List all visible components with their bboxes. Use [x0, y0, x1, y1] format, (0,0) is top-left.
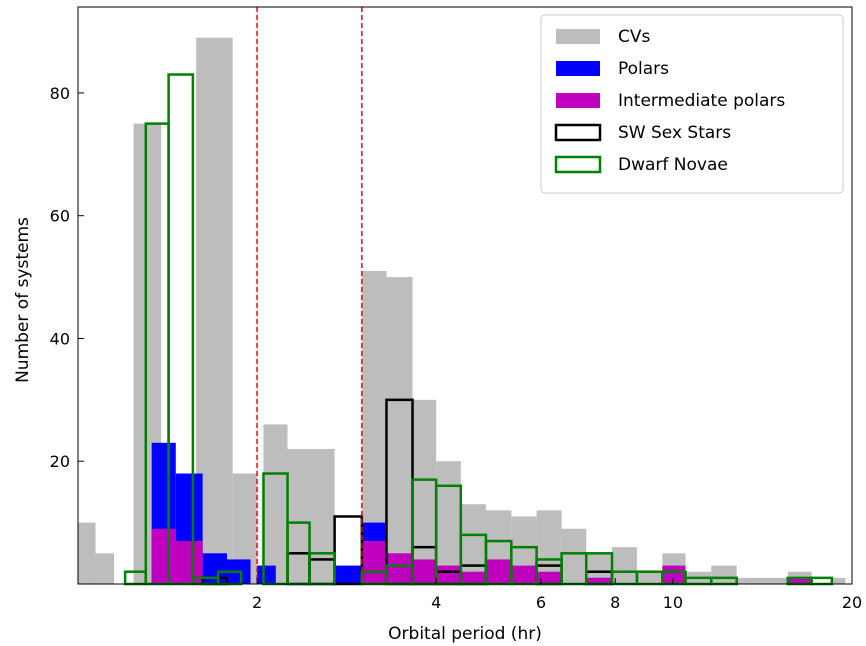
bar-cvs	[561, 528, 587, 584]
bar-cvs	[287, 448, 310, 584]
series-layer	[78, 37, 846, 586]
bar-cvs	[636, 571, 663, 584]
bar-intermediate-polars	[361, 541, 387, 584]
legend-swatch	[556, 61, 600, 76]
bar-polars	[202, 553, 227, 584]
bar-cvs	[761, 577, 788, 584]
bar-cvs	[309, 448, 335, 584]
bar-intermediate-polars	[586, 577, 613, 584]
bar-intermediate-polars	[485, 559, 512, 584]
bar-cvs	[736, 577, 762, 584]
y-tick-label: 20	[50, 452, 70, 471]
legend-label: CVs	[618, 27, 650, 47]
legend-item-intermediate-polars: Intermediate polars	[556, 91, 785, 111]
bar-intermediate-polars	[151, 528, 176, 584]
legend-item-sw-sex-stars: SW Sex Stars	[554, 123, 731, 143]
x-tick-label: 6	[536, 593, 546, 612]
bar-intermediate-polars	[787, 577, 812, 584]
x-tick-label: 8	[610, 593, 620, 612]
bar-cvs	[612, 547, 637, 584]
legend-swatch	[556, 29, 600, 44]
bar-cvs	[460, 504, 486, 584]
legend-box	[540, 14, 844, 194]
bar-intermediate-polars	[386, 553, 413, 584]
bar-cvs	[95, 553, 115, 584]
x-tick-label: 10	[663, 593, 683, 612]
legend-item-polars: Polars	[556, 59, 669, 79]
bar-intermediate-polars	[536, 571, 562, 584]
x-tick-label: 4	[431, 593, 441, 612]
legend-label: Polars	[618, 59, 669, 79]
bar-cvs	[436, 461, 461, 584]
x-tick-label: 20	[842, 593, 862, 612]
y-axis-ticks: 20 40 60 80	[50, 84, 84, 471]
plot-frame	[77, 6, 853, 585]
bar-intermediate-polars	[436, 565, 461, 584]
bar-polars	[257, 565, 276, 584]
bar-cvs	[711, 565, 737, 584]
bar-cvs	[412, 399, 437, 584]
x-axis-ticks: 2 4 6 8 10 20	[252, 578, 862, 612]
bar-intermediate-polars	[460, 571, 486, 584]
bar-cvs	[78, 522, 96, 584]
bar-cvs	[831, 577, 846, 584]
y-axis-label: Number of systems	[13, 217, 33, 383]
bar-intermediate-polars	[412, 559, 437, 584]
x-axis-label: Orbital period (hr)	[388, 624, 542, 644]
legend-item-dwarf-novae: Dwarf Novae	[554, 155, 728, 175]
series-intermediate-polars	[151, 528, 812, 584]
legend-item-cvs: CVs	[556, 27, 650, 47]
legend-swatch	[554, 155, 602, 174]
legend: CVs Polars Intermediate polars SW Sex Stars…	[540, 14, 844, 194]
x-tick-label: 2	[252, 593, 262, 612]
legend-label: SW Sex Stars	[618, 123, 731, 143]
legend-label: Intermediate polars	[618, 91, 785, 111]
legend-label: Dwarf Novae	[618, 155, 728, 175]
legend-swatch	[556, 93, 600, 108]
bar-cvs	[263, 424, 288, 584]
bar-polars	[334, 565, 362, 584]
reference-lines	[256, 7, 363, 584]
y-tick-label: 80	[50, 84, 70, 103]
y-tick-label: 60	[50, 207, 70, 226]
bar-intermediate-polars	[511, 565, 537, 584]
legend-swatch	[554, 123, 602, 142]
bar-intermediate-polars	[662, 565, 686, 584]
bar-cvs	[386, 277, 413, 584]
bar-dwarf-novae	[810, 576, 834, 586]
y-tick-label: 40	[50, 329, 70, 348]
